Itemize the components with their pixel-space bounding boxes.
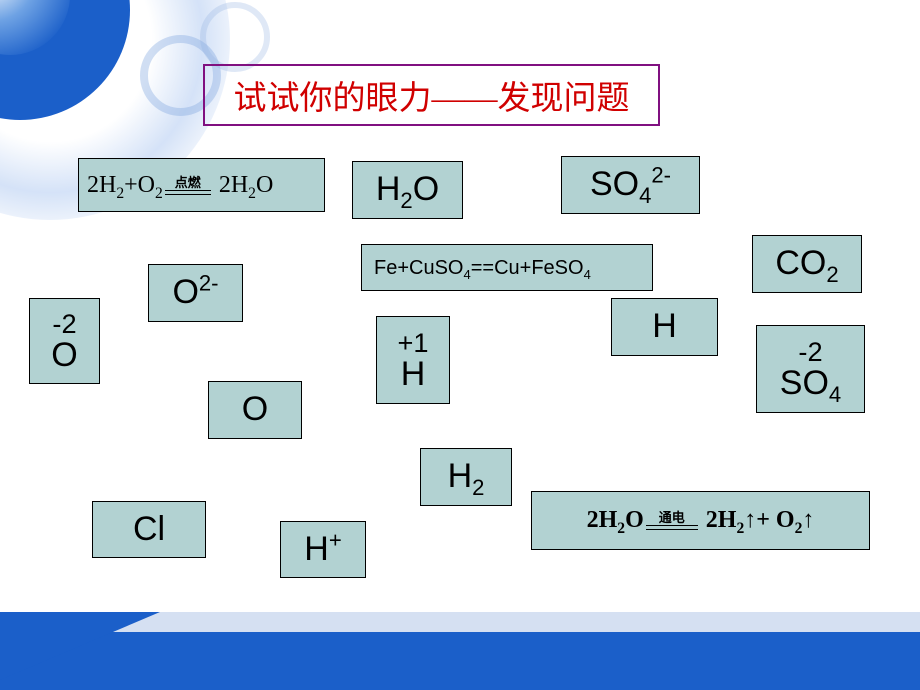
electrolysis-condition: 通电 [646, 511, 698, 530]
combustion-reactants: 2H2+O2 [87, 172, 163, 198]
line-icon [646, 529, 698, 530]
electrolysis-condition-label: 通电 [646, 511, 698, 524]
big-h-text: H [652, 308, 677, 345]
card-h-plus: H+ [280, 521, 366, 578]
card-big-h: H [611, 298, 718, 356]
combustion-products: 2H2O [213, 172, 273, 198]
line-icon [165, 194, 211, 195]
fe-cuso4-text: Fe+CuSO4==Cu+FeSO4 [374, 257, 591, 279]
card-h2o: H2O [352, 161, 463, 219]
card-electrolysis: 2H2O 通电 2H2↑+ O2↑ [531, 491, 870, 550]
so4-ox-charge: -2 [798, 338, 822, 365]
card-h-oxidation: +1 H [376, 316, 450, 404]
o-ox-charge: -2 [52, 310, 76, 337]
o2minus-text: O2- [172, 274, 218, 311]
so4-ox-symbol: SO4 [780, 366, 841, 400]
o-ox-symbol: O [51, 338, 77, 372]
card-cl: Cl [92, 501, 206, 558]
h-ox-charge: +1 [398, 329, 429, 356]
bg-ring-3 [200, 2, 270, 72]
card-o-oxidation: -2 O [29, 298, 100, 384]
co2-text: CO2 [775, 245, 838, 282]
footer-triangle [0, 590, 200, 690]
card-combustion: 2H2+O2 点燃 2H2O [78, 158, 325, 212]
card-o2minus: O2- [148, 264, 243, 322]
h-ox-symbol: H [401, 357, 426, 391]
combustion-condition-label: 点燃 [165, 176, 211, 189]
cl-text: Cl [133, 511, 165, 548]
title-box: 试试你的眼力——发现问题 [203, 64, 660, 126]
card-co2: CO2 [752, 235, 862, 293]
title-part1: 试试你的眼力 [234, 81, 432, 117]
h2o-text: H2O [376, 171, 439, 208]
o-atom-text: O [242, 391, 268, 428]
card-fe-cuso4: Fe+CuSO4==Cu+FeSO4 [361, 244, 653, 291]
title-text: 试试你的眼力——发现问题 [234, 71, 630, 119]
combustion-condition: 点燃 [165, 176, 211, 195]
h2-text: H2 [448, 458, 485, 495]
so4-ion-text: SO42- [590, 166, 671, 203]
slide-root: 试试你的眼力——发现问题 2H2+O2 点燃 2H2O H2O SO42- Fe… [0, 0, 920, 690]
electrolysis-products: 2H2↑+ O2↑ [700, 507, 815, 533]
h-plus-text: H+ [304, 531, 341, 568]
electrolysis-reactants: 2H2O [587, 507, 644, 533]
card-o-atom: O [208, 381, 302, 439]
card-so4-ion: SO42- [561, 156, 700, 214]
title-dash: —— [432, 81, 498, 117]
card-so4-oxidation: -2 SO4 [756, 325, 865, 413]
line-icon [165, 190, 211, 191]
line-icon [646, 525, 698, 526]
card-h2: H2 [420, 448, 512, 506]
title-part2: 发现问题 [498, 81, 630, 117]
